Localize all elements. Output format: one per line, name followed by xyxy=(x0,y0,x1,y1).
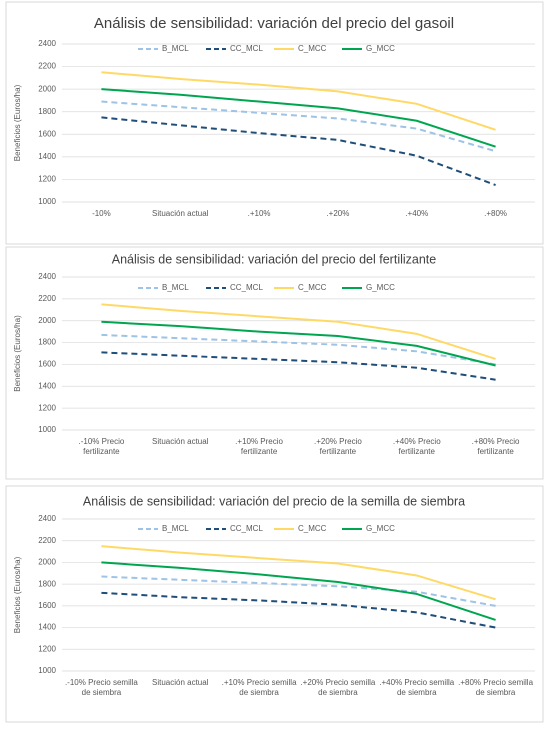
y-axis-label: Beneficios (Euros/ha) xyxy=(13,84,22,161)
legend-label: B_MCL xyxy=(162,44,189,53)
legend-label: CC_MCL xyxy=(230,44,263,53)
legend-label: CC_MCL xyxy=(230,283,263,292)
series-line xyxy=(101,561,496,621)
x-tick-label: .+20% Precio semilla xyxy=(300,678,375,687)
x-tick-label: de siembra xyxy=(397,688,437,697)
y-tick-label: 2400 xyxy=(38,39,56,48)
x-tick-label: fertilizante xyxy=(477,447,514,456)
series-line xyxy=(101,545,496,601)
y-tick-label: 2200 xyxy=(38,536,56,545)
series-line xyxy=(101,100,496,153)
series-line xyxy=(101,303,496,360)
panel-border xyxy=(5,246,544,480)
x-tick-label: .+40% Precio xyxy=(393,437,441,446)
x-tick-label: Situación actual xyxy=(152,437,209,446)
y-tick-label: 1800 xyxy=(38,579,56,588)
chart-title: Análisis de sensibilidad: variación del … xyxy=(83,494,465,508)
y-tick-label: 2400 xyxy=(38,272,56,281)
y-tick-label: 1200 xyxy=(38,175,56,184)
x-tick-label: .+20% Precio xyxy=(314,437,362,446)
y-tick-label: 1800 xyxy=(38,338,56,347)
x-tick-label: -10% xyxy=(92,209,111,218)
legend-label: G_MCC xyxy=(366,44,395,53)
y-tick-label: 1400 xyxy=(38,623,56,632)
x-tick-label: Situación actual xyxy=(152,678,209,687)
chart-panel: Análisis de sensibilidad: variación del … xyxy=(5,1,544,245)
series-line xyxy=(101,575,496,607)
x-tick-label: .+20% xyxy=(326,209,349,218)
y-tick-label: 2000 xyxy=(38,558,56,567)
series-line xyxy=(101,333,496,366)
x-tick-label: fertilizante xyxy=(241,447,278,456)
x-tick-label: Situación actual xyxy=(152,209,209,218)
x-tick-label: .+40% Precio semilla xyxy=(379,678,454,687)
legend-label: G_MCC xyxy=(366,524,395,533)
legend-label: G_MCC xyxy=(366,283,395,292)
y-tick-label: 1000 xyxy=(38,666,56,675)
chart-title: Análisis de sensibilidad: variación del … xyxy=(112,252,437,266)
y-axis-label: Beneficios (Euros/ha) xyxy=(13,315,22,392)
y-tick-label: 2000 xyxy=(38,316,56,325)
y-tick-label: 2200 xyxy=(38,294,56,303)
legend-label: CC_MCL xyxy=(230,524,263,533)
y-tick-label: 1800 xyxy=(38,107,56,116)
y-tick-label: 1400 xyxy=(38,381,56,390)
series-line xyxy=(101,71,496,131)
legend-label: C_MCC xyxy=(298,283,327,292)
x-tick-label: .+80% xyxy=(484,209,507,218)
y-axis-label: Beneficios (Euros/ha) xyxy=(13,556,22,633)
y-tick-label: 1600 xyxy=(38,360,56,369)
y-tick-label: 1600 xyxy=(38,129,56,138)
x-tick-label: de siembra xyxy=(82,688,122,697)
chart-title: Análisis de sensibilidad: variación del … xyxy=(94,15,454,32)
series-line xyxy=(101,320,496,367)
series-line xyxy=(101,591,496,629)
series-line xyxy=(101,88,496,148)
x-tick-label: .+40% xyxy=(405,209,428,218)
y-tick-label: 1000 xyxy=(38,425,56,434)
chart-panel: Análisis de sensibilidad: variación del … xyxy=(5,485,544,723)
x-tick-label: de siembra xyxy=(318,688,358,697)
x-tick-label: .+10% Precio xyxy=(235,437,283,446)
x-tick-label: .+10% Precio semilla xyxy=(222,678,297,687)
y-tick-label: 2400 xyxy=(38,514,56,523)
y-tick-label: 1200 xyxy=(38,644,56,653)
x-tick-label: .-10% Precio semilla xyxy=(65,678,138,687)
chart-panel: Análisis de sensibilidad: variación del … xyxy=(5,246,544,480)
x-tick-label: de siembra xyxy=(239,688,279,697)
legend-label: C_MCC xyxy=(298,524,327,533)
series-line xyxy=(101,351,496,381)
y-tick-label: 2200 xyxy=(38,62,56,71)
y-tick-label: 2000 xyxy=(38,84,56,93)
x-tick-label: fertilizante xyxy=(320,447,357,456)
panel-border xyxy=(5,485,544,723)
x-tick-label: .-10% Precio xyxy=(79,437,125,446)
y-tick-label: 1200 xyxy=(38,403,56,412)
y-tick-label: 1000 xyxy=(38,197,56,206)
x-tick-label: .+80% Precio xyxy=(472,437,520,446)
x-tick-label: fertilizante xyxy=(83,447,120,456)
x-tick-label: .+10% xyxy=(248,209,271,218)
legend-label: C_MCC xyxy=(298,44,327,53)
x-tick-label: de siembra xyxy=(476,688,516,697)
y-tick-label: 1600 xyxy=(38,601,56,610)
x-tick-label: fertilizante xyxy=(399,447,436,456)
panel-border xyxy=(5,1,544,245)
series-line xyxy=(101,116,496,187)
legend-label: B_MCL xyxy=(162,524,189,533)
y-tick-label: 1400 xyxy=(38,152,56,161)
x-tick-label: .+80% Precio semilla xyxy=(458,678,533,687)
legend-label: B_MCL xyxy=(162,283,189,292)
